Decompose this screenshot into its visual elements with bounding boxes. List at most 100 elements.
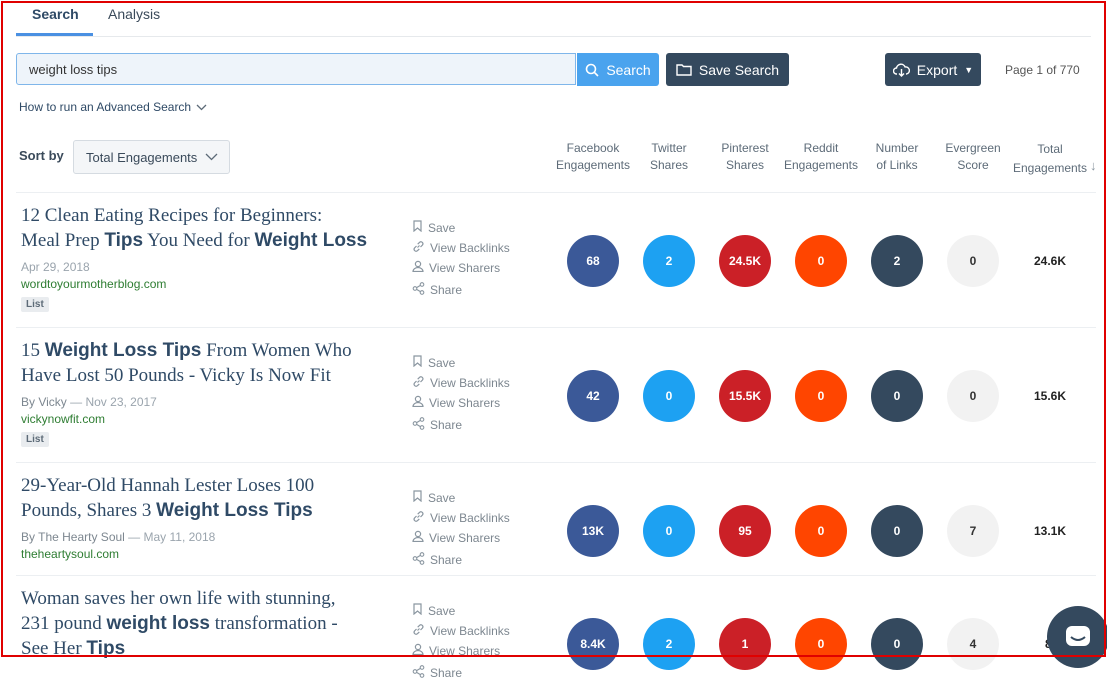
- action-view-backlinks[interactable]: View Backlinks: [412, 623, 510, 639]
- action-label: Save: [428, 490, 456, 505]
- column-header-pinterest[interactable]: Pinterest Shares: [721, 141, 769, 172]
- chat-icon: [1066, 626, 1090, 646]
- action-share[interactable]: Share: [412, 665, 462, 681]
- result-title-segment: Weight Loss Tips: [44, 340, 202, 361]
- save-search-label: Save Search: [698, 61, 780, 78]
- metric-links: 0: [871, 370, 923, 422]
- action-save[interactable]: Save: [412, 603, 455, 618]
- result-domain[interactable]: wordtoyourmotherblog.com: [21, 277, 167, 291]
- action-label: View Backlinks: [430, 511, 510, 525]
- export-label: Export: [916, 61, 958, 78]
- result-title-link[interactable]: 12 Clean Eating Recipes for Beginners: Me…: [21, 203, 381, 253]
- result-row: 12 Clean Eating Recipes for Beginners: Me…: [16, 192, 1096, 328]
- metric-links: 0: [871, 505, 923, 557]
- result-title-segment: Pounds, Shares 3: [21, 500, 157, 521]
- search-input[interactable]: [16, 53, 576, 85]
- action-view-sharers[interactable]: View Sharers: [412, 395, 500, 410]
- action-label: Save: [428, 220, 456, 235]
- tab-bar: Search Analysis: [16, 0, 1091, 37]
- metric-facebook: 42: [567, 370, 619, 422]
- metric-total-engagements: 15.6K: [1033, 389, 1067, 403]
- result-title-link[interactable]: 15 Weight Loss Tips From Women Who Have L…: [21, 338, 381, 388]
- link-icon: [412, 510, 425, 526]
- result-title-segment: 29-Year-Old Hannah Lester Loses 100: [21, 475, 315, 496]
- metric-facebook: 68: [567, 235, 619, 287]
- result-domain[interactable]: theheartysoul.com: [21, 547, 120, 561]
- chat-widget-button[interactable]: [1047, 606, 1107, 668]
- save-search-button[interactable]: Save Search: [666, 53, 789, 86]
- content-type-badge: List: [21, 432, 49, 447]
- result-title-segment: Meal Prep: [21, 230, 105, 251]
- link-icon: [412, 375, 425, 391]
- action-view-backlinks[interactable]: View Backlinks: [412, 240, 510, 256]
- metric-pinterest: 15.5K: [719, 370, 771, 422]
- bookmark-icon: [412, 220, 423, 235]
- result-domain[interactable]: vickynowfit.com: [21, 412, 106, 426]
- action-view-sharers[interactable]: View Sharers: [412, 643, 500, 658]
- metric-evergreen: 0: [947, 235, 999, 287]
- action-view-sharers[interactable]: View Sharers: [412, 260, 500, 275]
- bookmark-icon: [412, 603, 423, 618]
- result-title-segment: Woman saves her own life with stunning,: [21, 588, 336, 609]
- action-save[interactable]: Save: [412, 490, 455, 505]
- action-save[interactable]: Save: [412, 355, 455, 370]
- metric-twitter: 0: [643, 370, 695, 422]
- action-label: View Sharers: [429, 530, 501, 545]
- metric-evergreen: 0: [947, 370, 999, 422]
- meta-separator: —: [124, 530, 144, 544]
- metric-twitter: 2: [643, 618, 695, 670]
- result-title-link[interactable]: Woman saves her own life with stunning, 2…: [21, 586, 381, 661]
- metric-links: 2: [871, 235, 923, 287]
- result-author[interactable]: By Vicky: [21, 395, 67, 409]
- advanced-search-link[interactable]: How to run an Advanced Search: [19, 100, 207, 114]
- action-label: View Backlinks: [430, 376, 510, 390]
- column-header-evergreen[interactable]: Evergreen Score: [945, 141, 1001, 172]
- share-icon: [412, 552, 425, 568]
- sort-by-label: Sort by: [19, 148, 64, 163]
- action-view-backlinks[interactable]: View Backlinks: [412, 375, 510, 391]
- result-date: Nov 23, 2017: [85, 395, 157, 409]
- column-header-twitter[interactable]: Twitter Shares: [649, 141, 689, 172]
- result-date: May 11, 2018: [143, 530, 216, 544]
- metric-facebook: 13K: [567, 505, 619, 557]
- share-icon: [412, 665, 425, 681]
- action-label: Share: [430, 553, 463, 567]
- tab-analysis[interactable]: Analysis: [108, 6, 161, 22]
- result-title-link[interactable]: 29-Year-Old Hannah Lester Loses 100 Pound…: [21, 473, 381, 523]
- action-share[interactable]: Share: [412, 282, 462, 298]
- action-label: Share: [430, 666, 463, 680]
- result-row: Woman saves her own life with stunning, 2…: [16, 575, 1096, 680]
- result-title-segment: See Her: [21, 638, 87, 659]
- column-header-links[interactable]: Number of Links: [875, 141, 919, 172]
- action-label: View Sharers: [429, 643, 501, 658]
- active-tab-indicator: [16, 33, 93, 36]
- chevron-down-icon: [196, 104, 207, 110]
- export-button[interactable]: Export ▼: [885, 53, 981, 86]
- metric-reddit: 0: [795, 618, 847, 670]
- action-share[interactable]: Share: [412, 417, 462, 433]
- result-row: 15 Weight Loss Tips From Women Who Have L…: [16, 327, 1096, 463]
- metric-reddit: 0: [795, 370, 847, 422]
- result-title-segment: Tips: [86, 638, 126, 659]
- column-header-facebook[interactable]: Facebook Engagements: [555, 141, 631, 172]
- action-view-backlinks[interactable]: View Backlinks: [412, 510, 510, 526]
- tab-search[interactable]: Search: [32, 6, 79, 22]
- action-view-sharers[interactable]: View Sharers: [412, 530, 500, 545]
- action-save[interactable]: Save: [412, 220, 455, 235]
- result-title-segment: 12 Clean Eating Recipes for Beginners:: [21, 205, 323, 226]
- metric-pinterest: 95: [719, 505, 771, 557]
- content-type-badge: List: [21, 297, 49, 312]
- sort-select[interactable]: Total Engagements: [73, 140, 230, 174]
- meta-separator: —: [66, 395, 86, 409]
- action-label: View Sharers: [429, 260, 501, 275]
- search-button[interactable]: Search: [577, 53, 659, 86]
- column-header-total[interactable]: Total Engagements: [1012, 142, 1088, 175]
- result-title-segment: 15: [21, 340, 45, 361]
- advanced-search-label: How to run an Advanced Search: [19, 100, 192, 114]
- column-header-reddit[interactable]: Reddit Engagements: [783, 141, 859, 172]
- result-author[interactable]: By The Hearty Soul: [21, 530, 125, 544]
- user-icon: [412, 643, 424, 658]
- result-meta: Apr 29, 2018: [21, 260, 90, 274]
- cloud-download-icon: [892, 63, 910, 77]
- action-share[interactable]: Share: [412, 552, 462, 568]
